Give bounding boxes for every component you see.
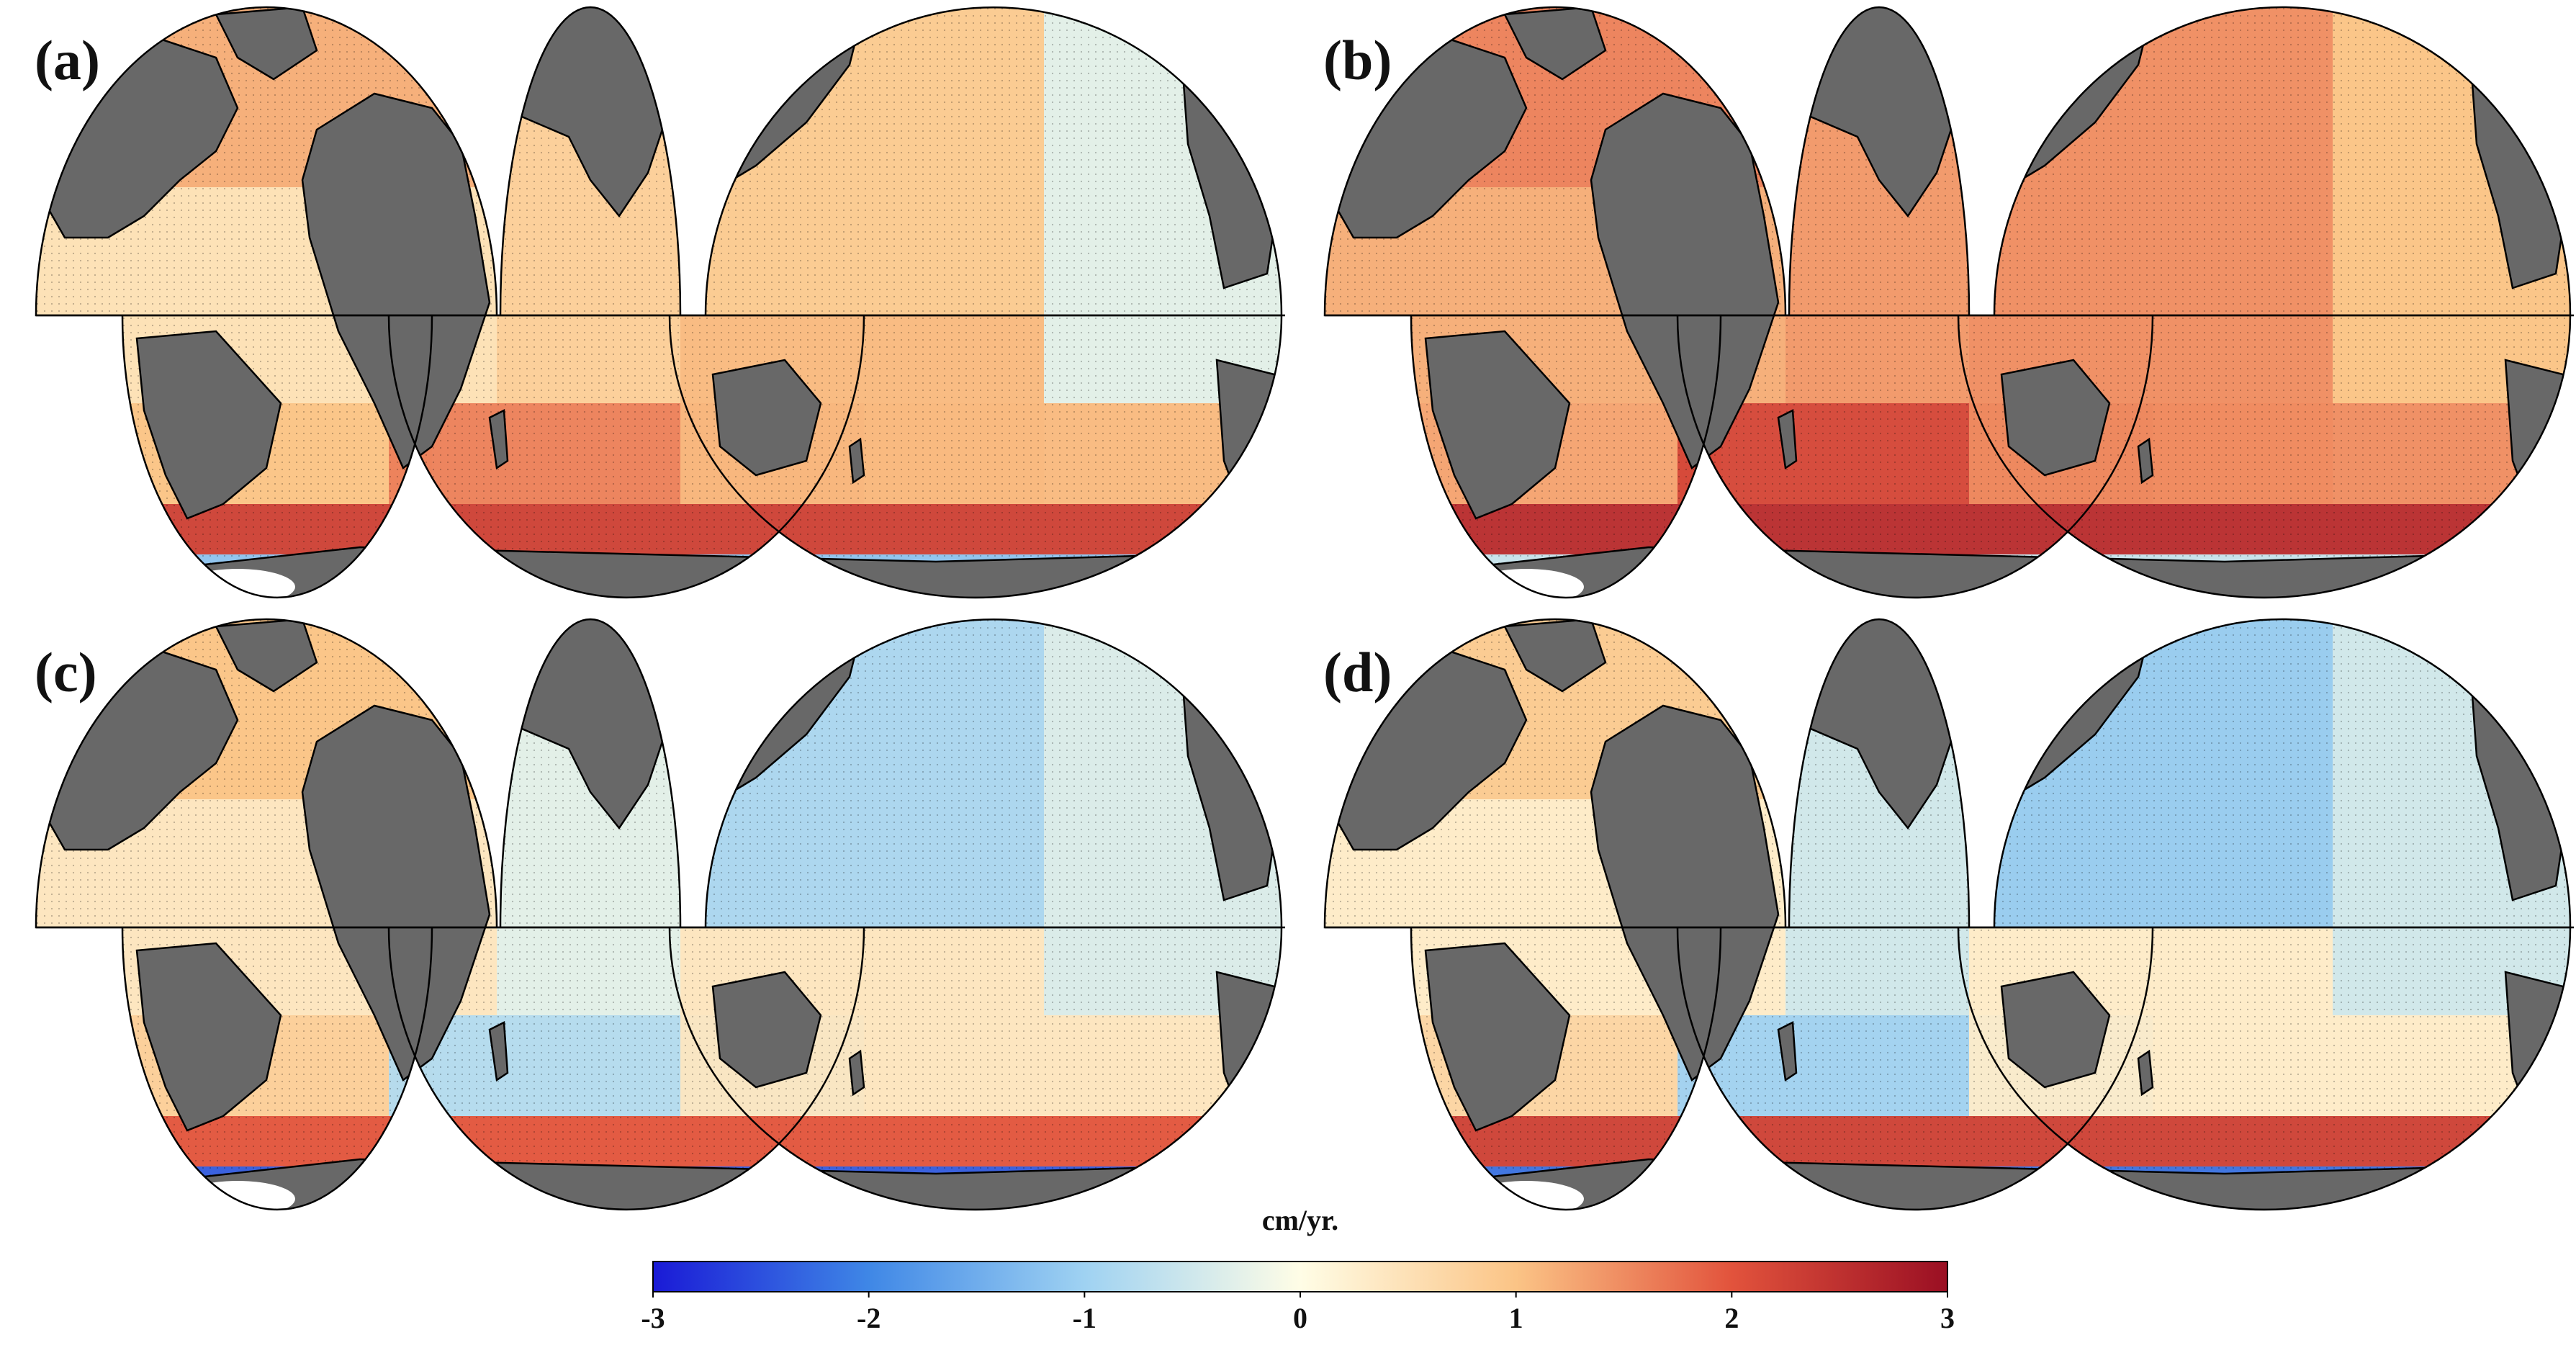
colorbar-tick-label: 1 <box>1509 1302 1523 1334</box>
antarctic-ice <box>1469 1181 1584 1210</box>
map-panel-d-content <box>1325 619 2570 1210</box>
land-mass <box>2137 437 2154 485</box>
colorbar-tick-label: 2 <box>1724 1302 1739 1334</box>
map-panel-c-content <box>36 619 1282 1210</box>
land-mass <box>301 704 491 1082</box>
land-mass <box>848 1049 865 1097</box>
map-projection-outline <box>35 6 1283 599</box>
land-mass <box>2000 971 2111 1089</box>
panel-label-c: (c) <box>35 641 97 703</box>
map-panel-a: (a) <box>35 6 1285 599</box>
land-mass <box>488 1021 509 1082</box>
map-panel-c: (c) <box>35 618 1285 1211</box>
land-mass <box>2000 359 2111 477</box>
map-projection-outline <box>1323 6 2572 599</box>
panel-label-d: (d) <box>1323 641 1392 703</box>
colorbar-bar <box>652 1261 1948 1292</box>
colorbar-ticks: -3 -2 -1 0 1 2 3 <box>641 1292 1955 1334</box>
land-mass <box>301 92 491 469</box>
colorbar-tick-label: -3 <box>641 1302 665 1334</box>
antarctic-ice <box>180 569 295 598</box>
land-mass <box>1777 409 1798 470</box>
map-panel-d: (d) <box>1323 618 2574 1211</box>
colorbar-title: cm/yr. <box>1262 1204 1338 1236</box>
land-mass <box>135 330 282 520</box>
panel-label-a: (a) <box>35 29 100 91</box>
colorbar: cm/yr. -3 -2 -1 0 1 2 3 <box>641 1204 1955 1334</box>
land-mass <box>2137 1049 2154 1097</box>
colorbar-tick-label: -2 <box>857 1302 881 1334</box>
panel-label-b: (b) <box>1323 29 1392 91</box>
land-mass <box>488 409 509 470</box>
land-mass <box>135 942 282 1132</box>
land-mass <box>1777 1021 1798 1082</box>
map-panel-b: (b) <box>1323 6 2574 599</box>
land-mass <box>848 437 865 485</box>
colorbar-tick-label: 3 <box>1940 1302 1955 1334</box>
land-mass <box>1590 92 1780 469</box>
map-panels: (a) (b) (c) (d) <box>35 6 2574 1211</box>
map-panel-a-content <box>36 7 1282 598</box>
map-projection-outline <box>35 618 1283 1211</box>
colorbar-tick-label: 0 <box>1293 1302 1307 1334</box>
map-panel-b-content <box>1325 7 2570 598</box>
colorbar-tick-label: -1 <box>1073 1302 1096 1334</box>
land-mass <box>1590 704 1780 1082</box>
antarctic-ice <box>180 1181 295 1210</box>
land-mass <box>1424 942 1571 1132</box>
map-projection-outline <box>1323 618 2572 1211</box>
antarctic-ice <box>1469 569 1584 598</box>
land-mass <box>1424 330 1571 520</box>
land-mass <box>711 971 822 1089</box>
land-mass <box>711 359 822 477</box>
